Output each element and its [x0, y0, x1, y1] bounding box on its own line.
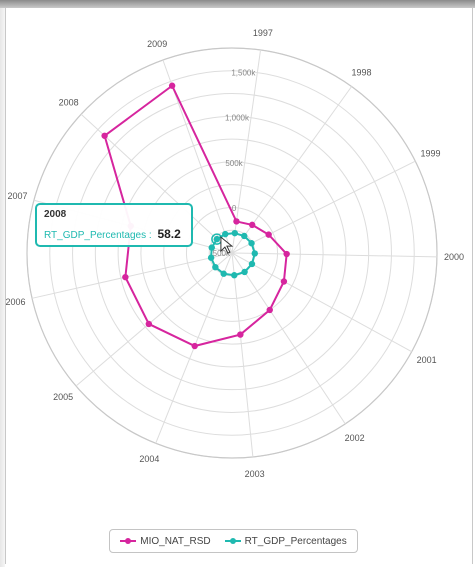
legend-marker-icon: [224, 538, 241, 544]
data-point[interactable]: [231, 272, 238, 279]
grid-ring: [94, 115, 370, 391]
grid-spoke: [31, 252, 233, 299]
category-label: 2005: [53, 392, 73, 402]
legend-label: MIO_NAT_RSD: [140, 535, 211, 547]
grid-spoke: [231, 86, 353, 254]
tooltip-series-name: RT_GDP_Percentages: [44, 230, 147, 241]
series-line: [103, 84, 288, 348]
data-point[interactable]: [233, 218, 240, 225]
data-point[interactable]: [248, 221, 256, 229]
category-label: 2004: [139, 454, 159, 464]
category-label: 2002: [345, 433, 365, 443]
grid-spoke: [231, 252, 254, 457]
data-point[interactable]: [208, 244, 215, 251]
chart-legend: MIO_NAT_RSD RT_GDP_Percentages: [109, 529, 358, 553]
window-top-bar: [0, 0, 475, 8]
category-label: 1999: [420, 149, 440, 159]
category-label: 2009: [147, 39, 167, 49]
data-point[interactable]: [212, 263, 219, 271]
tooltip-separator: :: [146, 230, 155, 241]
radial-tick-labels: -500k 0 500k 1,000k 1,500k: [210, 69, 256, 258]
radial-tick-label: 1,000k: [225, 114, 250, 123]
data-point[interactable]: [241, 232, 248, 240]
data-point[interactable]: [248, 240, 255, 247]
data-point[interactable]: [280, 278, 288, 285]
outer-ring: [26, 47, 438, 459]
data-point[interactable]: [191, 342, 198, 350]
chart-frame: [5, 8, 473, 564]
data-point[interactable]: [248, 260, 256, 268]
grid-ring: [163, 184, 301, 322]
grid-spoke: [75, 252, 233, 387]
series-rt-gdp-percentages: [207, 229, 258, 279]
data-tooltip: 2008 RT_GDP_Percentages : 58.2: [35, 203, 193, 247]
radial-tick-label: -500k: [210, 249, 231, 258]
legend-marker-icon: [120, 538, 137, 544]
radial-tick-label: 0: [232, 204, 237, 213]
radial-tick-label: 500k: [225, 159, 243, 168]
mouse-cursor-icon: [220, 236, 234, 254]
category-label: 1998: [352, 68, 372, 78]
data-point[interactable]: [122, 273, 129, 281]
data-point[interactable]: [265, 231, 272, 238]
radial-tick-label: 1,500k: [231, 69, 256, 78]
category-label: 1997: [253, 28, 273, 38]
data-point[interactable]: [237, 331, 244, 338]
category-label: 2003: [245, 469, 265, 479]
category-labels: 1997 1998 1999 2000 2001 2002 2003 2004 2005 2006…: [5, 28, 464, 479]
data-point[interactable]: [283, 250, 290, 258]
category-label: 2006: [5, 297, 25, 307]
category-label: 2001: [417, 355, 437, 365]
grid-spoke: [231, 252, 437, 258]
grid-ring: [140, 161, 324, 345]
data-point[interactable]: [241, 268, 248, 276]
category-label: 2000: [444, 252, 464, 262]
data-point[interactable]: [213, 235, 221, 243]
legend-item-rt-gdp-percentages[interactable]: RT_GDP_Percentages: [224, 535, 347, 547]
data-point[interactable]: [207, 254, 215, 261]
data-point[interactable]: [101, 132, 108, 139]
series-layer: [101, 82, 290, 350]
grid-ring: [72, 93, 392, 413]
legend-item-mio-nat-rsd[interactable]: MIO_NAT_RSD: [120, 535, 211, 547]
window-left-edge: [0, 8, 5, 567]
tooltip-row: RT_GDP_Percentages : 58.2: [44, 225, 184, 243]
grid-ring: [49, 70, 415, 436]
tooltip-title: 2008: [44, 209, 67, 220]
data-point[interactable]: [266, 306, 273, 314]
grid-spoke: [231, 160, 416, 254]
category-label: 2008: [59, 98, 79, 108]
grid-ring: [117, 138, 347, 368]
tooltip-value: 58.2: [157, 227, 181, 241]
legend-label: RT_GDP_Percentages: [244, 535, 347, 547]
radar-grid: [26, 47, 438, 459]
data-point[interactable]: [145, 320, 153, 328]
grid-spoke: [231, 252, 346, 425]
grid-spoke: [231, 252, 412, 353]
grid-ring: [185, 206, 279, 300]
data-point[interactable]: [220, 270, 227, 277]
series-mio-nat-rsd: [101, 82, 290, 350]
data-point[interactable]: [168, 82, 176, 89]
category-label: 2007: [7, 191, 27, 201]
data-point[interactable]: [222, 230, 229, 238]
data-point[interactable]: [251, 250, 258, 257]
data-point[interactable]: [231, 229, 238, 237]
